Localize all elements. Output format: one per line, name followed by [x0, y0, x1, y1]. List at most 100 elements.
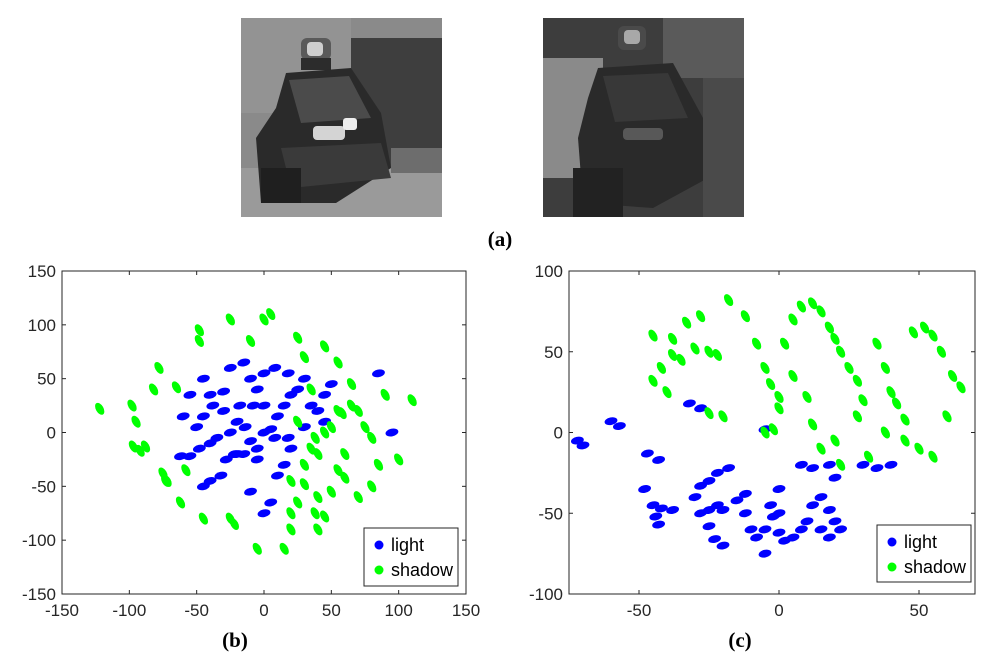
point-light	[730, 496, 744, 505]
point-light	[372, 369, 385, 378]
point-shadow	[194, 324, 204, 337]
point-light	[738, 489, 752, 498]
point-light	[217, 387, 231, 396]
point-shadow	[816, 442, 826, 455]
point-shadow	[127, 399, 137, 412]
legend-label-light: light	[391, 535, 424, 555]
point-shadow	[844, 361, 854, 374]
point-shadow	[286, 523, 296, 536]
point-shadow	[908, 326, 919, 339]
point-light	[250, 444, 264, 453]
scatter-plot-b: -150 -100 -50 0 50 100 150 -150 -100 -50 0 50 100 150…	[22, 262, 480, 620]
y-tick-label: 0	[47, 424, 56, 443]
point-shadow	[779, 337, 790, 350]
point-shadow	[310, 431, 320, 444]
point-light	[702, 522, 716, 531]
point-light	[246, 401, 260, 410]
legend: light shadow	[363, 527, 459, 587]
point-shadow	[807, 297, 818, 310]
point-light	[196, 482, 210, 491]
point-shadow	[266, 308, 276, 321]
point-shadow	[676, 353, 686, 366]
point-light	[652, 455, 666, 464]
point-shadow	[353, 405, 363, 417]
point-light	[604, 417, 618, 426]
point-shadow	[704, 345, 714, 358]
legend: light shadow	[876, 524, 972, 583]
series-shadow	[95, 308, 417, 555]
legend-label-light: light	[904, 532, 937, 552]
point-light	[257, 401, 271, 410]
point-light	[694, 404, 708, 413]
point-light	[281, 369, 295, 378]
point-shadow	[667, 332, 678, 345]
point-shadow	[367, 480, 377, 493]
point-light	[264, 498, 278, 507]
point-shadow	[319, 340, 330, 353]
point-shadow	[340, 471, 350, 484]
x-tick-label: 150	[452, 601, 480, 620]
point-shadow	[245, 335, 256, 347]
point-light	[688, 493, 702, 502]
legend-label-shadow: shadow	[904, 557, 967, 577]
legend-box	[876, 524, 972, 583]
point-shadow	[373, 458, 384, 471]
point-shadow	[310, 507, 320, 520]
point-shadow	[326, 421, 336, 434]
point-shadow	[259, 313, 269, 326]
point-light	[800, 517, 814, 526]
scatter-plot-c: -50 0 50 -100 -50 0 50 100 light shadow	[529, 262, 976, 620]
point-light	[828, 517, 842, 526]
legend-marker-shadow	[374, 565, 384, 575]
point-light	[264, 425, 278, 434]
y-tick-label: -50	[538, 504, 563, 523]
point-light	[268, 363, 282, 372]
y-tick-label: -100	[22, 531, 56, 550]
point-light	[277, 460, 291, 469]
point-light	[284, 444, 298, 453]
point-light	[666, 506, 680, 514]
point-shadow	[891, 397, 902, 410]
point-shadow	[340, 448, 350, 460]
point-shadow	[830, 332, 840, 345]
point-light	[772, 485, 786, 493]
point-shadow	[293, 496, 303, 509]
series-light	[174, 358, 399, 518]
point-shadow	[299, 351, 310, 364]
y-tick-label: 100	[28, 316, 56, 335]
legend-marker-light	[887, 537, 897, 547]
x-tick-label: 100	[384, 601, 412, 620]
point-shadow	[942, 410, 952, 423]
point-shadow	[333, 464, 343, 477]
point-light	[217, 407, 231, 415]
point-shadow	[171, 381, 182, 394]
point-light	[576, 441, 590, 450]
point-shadow	[131, 415, 141, 428]
point-shadow	[852, 374, 863, 387]
point-light	[652, 520, 666, 529]
point-shadow	[880, 426, 891, 439]
legend-marker-shadow	[887, 562, 897, 572]
series-shadow	[648, 294, 966, 471]
point-shadow	[148, 383, 159, 396]
point-shadow	[852, 410, 863, 423]
point-shadow	[306, 383, 316, 396]
point-light	[822, 506, 836, 514]
point-light	[174, 452, 187, 461]
point-light	[230, 417, 244, 426]
point-shadow	[919, 321, 930, 334]
point-shadow	[835, 345, 846, 358]
point-shadow	[667, 349, 678, 361]
point-light	[183, 390, 197, 399]
point-shadow	[293, 331, 303, 344]
point-light	[385, 428, 399, 437]
point-light	[722, 464, 736, 472]
point-shadow	[880, 361, 891, 374]
point-shadow	[337, 407, 347, 420]
point-shadow	[286, 475, 296, 487]
point-shadow	[656, 361, 667, 374]
point-light	[649, 512, 663, 521]
point-light	[214, 471, 228, 480]
point-shadow	[299, 458, 310, 471]
point-shadow	[690, 342, 700, 355]
